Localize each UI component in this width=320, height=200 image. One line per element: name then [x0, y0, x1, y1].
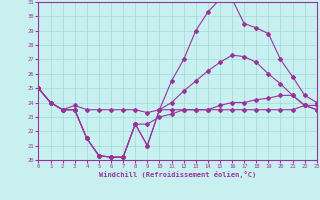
- X-axis label: Windchill (Refroidissement éolien,°C): Windchill (Refroidissement éolien,°C): [99, 171, 256, 178]
